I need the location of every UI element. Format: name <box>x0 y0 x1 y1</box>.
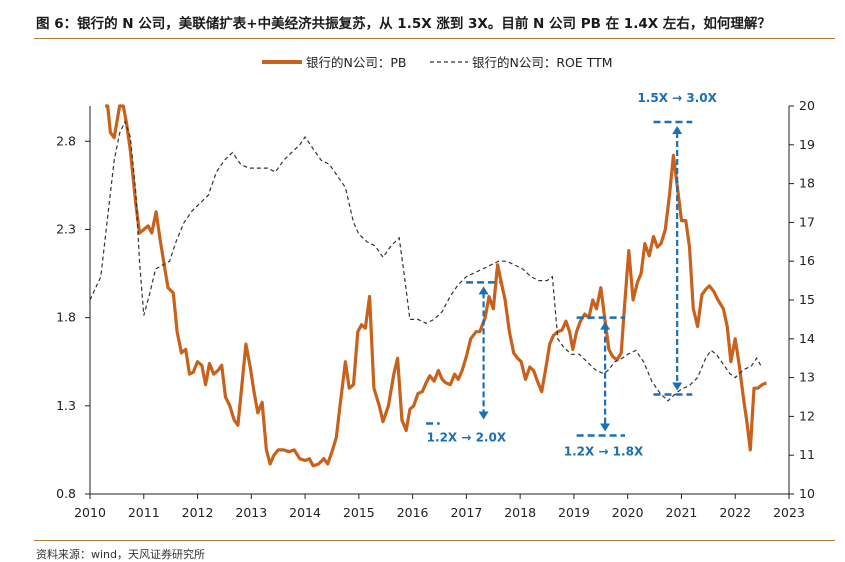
y-right-tick-label: 13 <box>799 370 815 385</box>
annotation-label: 1.2X → 1.8X <box>564 444 644 458</box>
x-tick-label: 2016 <box>397 505 429 520</box>
axes: 2010 2011 2012 2013 2014 2015 2016 2017 2018 2019… <box>56 98 815 520</box>
annotation-layer: 1.2X → 2.0X 1.2X → 1.8X 1.5X → 3.0X <box>426 91 718 458</box>
y-left-tick-label: 1.8 <box>56 310 76 325</box>
y-right-tick-label: 20 <box>799 98 815 113</box>
y-right-tick-label: 10 <box>799 486 815 501</box>
y-left-tick-label: 1.3 <box>56 398 76 413</box>
y-right-tick-label: 16 <box>799 253 815 268</box>
legend: 银行的N公司：PB 银行的N公司：ROE TTM <box>262 55 613 70</box>
y-right-tick-label: 12 <box>799 408 815 423</box>
x-tick-label: 2023 <box>773 505 805 520</box>
y-right-tick-label: 11 <box>799 447 815 462</box>
y-right-tick-label: 19 <box>799 137 815 152</box>
x-tick-label: 2012 <box>182 505 214 520</box>
y-left-tick-label: 0.8 <box>56 486 76 501</box>
legend-pb-label: 银行的N公司：PB <box>306 55 406 70</box>
annotation-arrow-head-up <box>478 286 489 295</box>
y-right-tick-label: 18 <box>799 176 815 191</box>
y-right-tick-label: 15 <box>799 292 815 307</box>
y-left-tick-label: 2.8 <box>56 133 76 148</box>
x-tick-label: 2013 <box>235 505 267 520</box>
y-right-tick-label: 17 <box>799 214 815 229</box>
annotation-arrow-head-down <box>600 423 611 432</box>
x-tick-label: 2020 <box>612 505 644 520</box>
legend-roe-label: 银行的N公司：ROE TTM <box>472 55 613 70</box>
annotation-label: 1.5X → 3.0X <box>637 91 717 105</box>
top-rule <box>34 38 835 39</box>
x-tick-label: 2011 <box>128 505 160 520</box>
annotation-arrow-head-up <box>600 321 611 330</box>
x-tick-label: 2021 <box>666 505 698 520</box>
y-right-tick-label: 14 <box>799 331 815 346</box>
annotation-arrow-head-down <box>478 411 489 420</box>
source-note: 资料来源：wind，天风证券研究所 <box>36 548 206 561</box>
x-tick-label: 2010 <box>74 505 106 520</box>
annotation-arrow-head-down <box>672 382 683 391</box>
annotation-label: 1.2X → 2.0X <box>427 430 507 444</box>
y-left-tick-label: 2.3 <box>56 221 76 236</box>
series-layer <box>89 104 768 468</box>
bottom-rule <box>34 540 835 541</box>
x-tick-label: 2014 <box>289 505 321 520</box>
roe-ttm-line <box>89 119 762 402</box>
x-tick-label: 2019 <box>558 505 590 520</box>
x-tick-label: 2018 <box>504 505 536 520</box>
x-tick-label: 2015 <box>343 505 375 520</box>
x-tick-label: 2017 <box>450 505 482 520</box>
x-tick-label: 2022 <box>719 505 751 520</box>
annotation-arrow-head-up <box>672 126 683 134</box>
figure-title: 图 6：银行的 N 公司，美联储扩表+中美经济共振复苏，从 1.5X 涨到 3X… <box>36 16 771 32</box>
pb-line <box>105 104 768 468</box>
